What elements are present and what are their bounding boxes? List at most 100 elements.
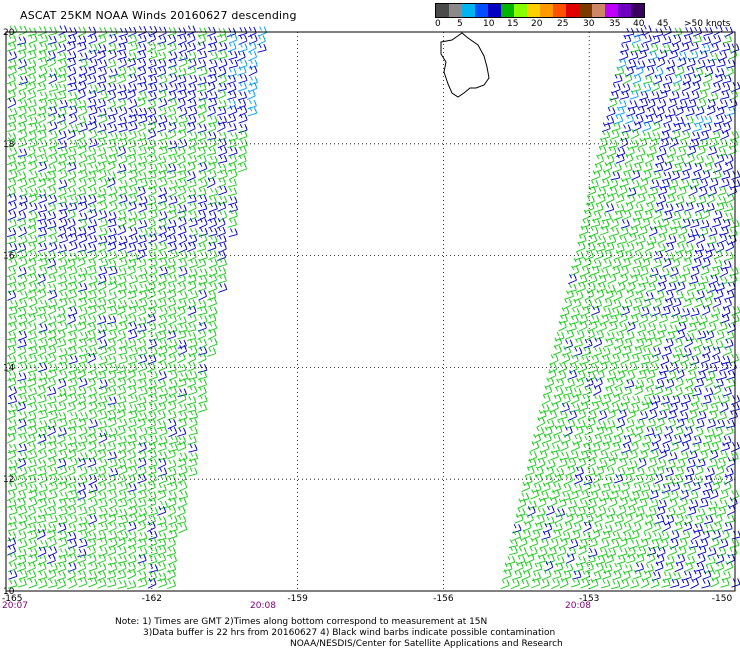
wind-barb bbox=[98, 345, 108, 356]
wind-barb bbox=[527, 458, 537, 469]
wind-barb bbox=[117, 435, 127, 445]
wind-barb bbox=[57, 338, 67, 348]
wind-barb bbox=[118, 179, 128, 189]
wind-barb bbox=[664, 562, 674, 572]
wind-barb bbox=[713, 514, 723, 525]
wind-barb bbox=[157, 538, 167, 548]
wind-barb bbox=[521, 570, 531, 581]
wind-barb bbox=[237, 82, 247, 92]
wind-barb bbox=[575, 466, 584, 477]
wind-barb bbox=[668, 98, 677, 109]
wind-barb bbox=[108, 531, 118, 541]
wind-barb bbox=[108, 193, 118, 204]
wind-barb bbox=[624, 114, 635, 125]
wind-barb bbox=[187, 179, 197, 188]
wind-barb bbox=[663, 298, 673, 309]
wind-barb bbox=[48, 146, 58, 157]
wind-barb bbox=[567, 500, 578, 509]
wind-barb bbox=[667, 185, 677, 197]
wind-barb bbox=[720, 442, 730, 452]
wind-barb bbox=[619, 90, 630, 100]
wind-barb bbox=[58, 234, 68, 244]
wind-barb bbox=[198, 315, 208, 326]
wind-barb bbox=[168, 73, 178, 84]
wind-barb bbox=[168, 515, 178, 526]
wind-barb bbox=[584, 425, 594, 436]
wind-barb bbox=[724, 203, 734, 212]
wind-barb bbox=[670, 530, 680, 541]
wind-barb bbox=[167, 58, 177, 69]
wind-barb bbox=[97, 290, 107, 300]
wind-barb bbox=[158, 426, 168, 437]
wind-barb bbox=[117, 508, 128, 518]
wind-barb bbox=[701, 442, 711, 453]
wind-barb bbox=[640, 306, 650, 317]
wind-barb bbox=[682, 211, 692, 222]
wind-barb bbox=[117, 385, 127, 396]
wind-barb bbox=[616, 555, 626, 565]
wind-barb bbox=[117, 132, 128, 142]
wind-barb bbox=[668, 274, 679, 284]
wind-barb bbox=[47, 99, 58, 110]
wind-barb bbox=[48, 242, 58, 253]
wind-barb bbox=[728, 274, 738, 284]
wind-barb bbox=[615, 243, 625, 254]
wind-barb bbox=[634, 562, 645, 572]
wind-barb bbox=[648, 186, 659, 196]
wind-barb bbox=[227, 90, 237, 100]
wind-barb bbox=[228, 51, 238, 61]
wind-barb bbox=[187, 314, 197, 325]
wind-barb bbox=[684, 243, 694, 254]
wind-barb bbox=[136, 330, 146, 341]
wind-barb bbox=[87, 243, 97, 254]
wind-barb bbox=[621, 443, 631, 454]
wind-barb bbox=[237, 162, 248, 173]
wind-barb bbox=[147, 577, 157, 589]
wind-barb bbox=[147, 196, 157, 206]
wind-barb bbox=[147, 418, 157, 429]
wind-barb bbox=[77, 523, 88, 533]
wind-barb bbox=[654, 473, 664, 485]
wind-barb bbox=[58, 218, 68, 229]
wind-barb bbox=[669, 402, 678, 414]
wind-barb bbox=[671, 258, 681, 269]
wind-barb bbox=[97, 242, 107, 253]
wind-barb bbox=[662, 521, 671, 532]
wind-barb bbox=[611, 442, 621, 453]
wind-barb bbox=[98, 250, 108, 261]
wind-barb bbox=[118, 250, 128, 260]
wind-barb bbox=[650, 539, 660, 550]
wind-barb bbox=[660, 490, 670, 500]
wind-barb bbox=[37, 242, 48, 252]
wind-barb bbox=[137, 43, 147, 53]
wind-barb bbox=[660, 131, 670, 141]
wind-barb bbox=[148, 546, 158, 557]
wind-barb bbox=[549, 354, 559, 365]
wind-barb bbox=[17, 355, 28, 364]
wind-barb bbox=[712, 122, 722, 133]
wind-barb bbox=[68, 442, 78, 453]
wind-barb bbox=[47, 523, 57, 533]
wind-barb bbox=[635, 467, 645, 477]
wind-barb bbox=[671, 482, 681, 493]
wind-barb bbox=[77, 138, 87, 149]
wind-barb bbox=[197, 50, 207, 60]
wind-barb bbox=[148, 50, 158, 60]
wind-barb bbox=[138, 354, 148, 364]
wind-barb bbox=[656, 506, 666, 517]
wind-barb bbox=[88, 387, 98, 397]
wind-barb bbox=[168, 83, 178, 94]
wind-barb bbox=[680, 170, 690, 181]
wind-barb bbox=[656, 546, 666, 558]
wind-barb bbox=[620, 131, 630, 141]
wind-barb bbox=[635, 507, 645, 517]
wind-barb bbox=[218, 74, 227, 85]
wind-barb bbox=[674, 467, 685, 477]
wind-barb bbox=[639, 276, 649, 285]
wind-barb bbox=[690, 266, 700, 277]
wind-barb bbox=[138, 228, 148, 238]
wind-barb bbox=[720, 90, 730, 100]
wind-barb bbox=[108, 330, 118, 341]
wind-barb bbox=[717, 411, 727, 421]
